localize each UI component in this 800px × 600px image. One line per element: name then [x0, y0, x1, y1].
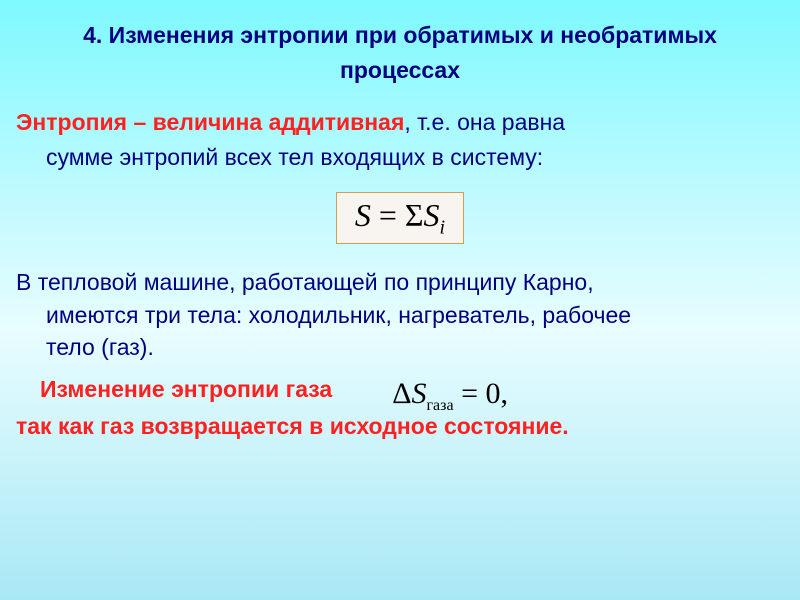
formula2-rest: = 0,	[454, 377, 508, 410]
formula2-delta: Δ	[392, 377, 411, 410]
paragraph-2: В тепловой машине, работающей по принцип…	[12, 266, 788, 363]
para2-line1: В тепловой машине, работающей по принцип…	[16, 269, 594, 295]
entropy-highlight: Энтропия – величина аддитивная	[16, 109, 404, 135]
formula-2: ΔSгаза = 0,	[392, 377, 508, 415]
formula2-S: S	[411, 377, 426, 410]
row-entropy-gas: Изменение энтропии газа ΔSгаза = 0,	[12, 371, 788, 409]
entropy-gas-label: Изменение энтропии газа	[16, 376, 332, 403]
para2-line2: имеются три тела: холодильник, нагревате…	[16, 299, 784, 331]
para1-rest1: , т.е. она равна	[404, 109, 565, 135]
formula1-S: S	[355, 197, 371, 233]
formula-box-1: S = ΣSi	[336, 192, 464, 244]
para2-line3: тело (газ).	[16, 331, 784, 363]
formula1-eq: = Σ	[371, 197, 424, 233]
para1-line2: сумме энтропий всех тел входящих в систе…	[16, 140, 784, 175]
formula1-S2: S	[424, 197, 440, 233]
formula1-sub: i	[440, 216, 446, 238]
slide-title: 4. Изменения энтропии при обратимых и не…	[12, 18, 788, 87]
paragraph-1: Энтропия – величина аддитивная, т.е. она…	[12, 105, 788, 174]
paragraph-4: так как газ возвращается в исходное сост…	[12, 413, 788, 440]
formula2-sub: газа	[426, 397, 453, 414]
formula-1: S = ΣSi	[355, 197, 445, 233]
